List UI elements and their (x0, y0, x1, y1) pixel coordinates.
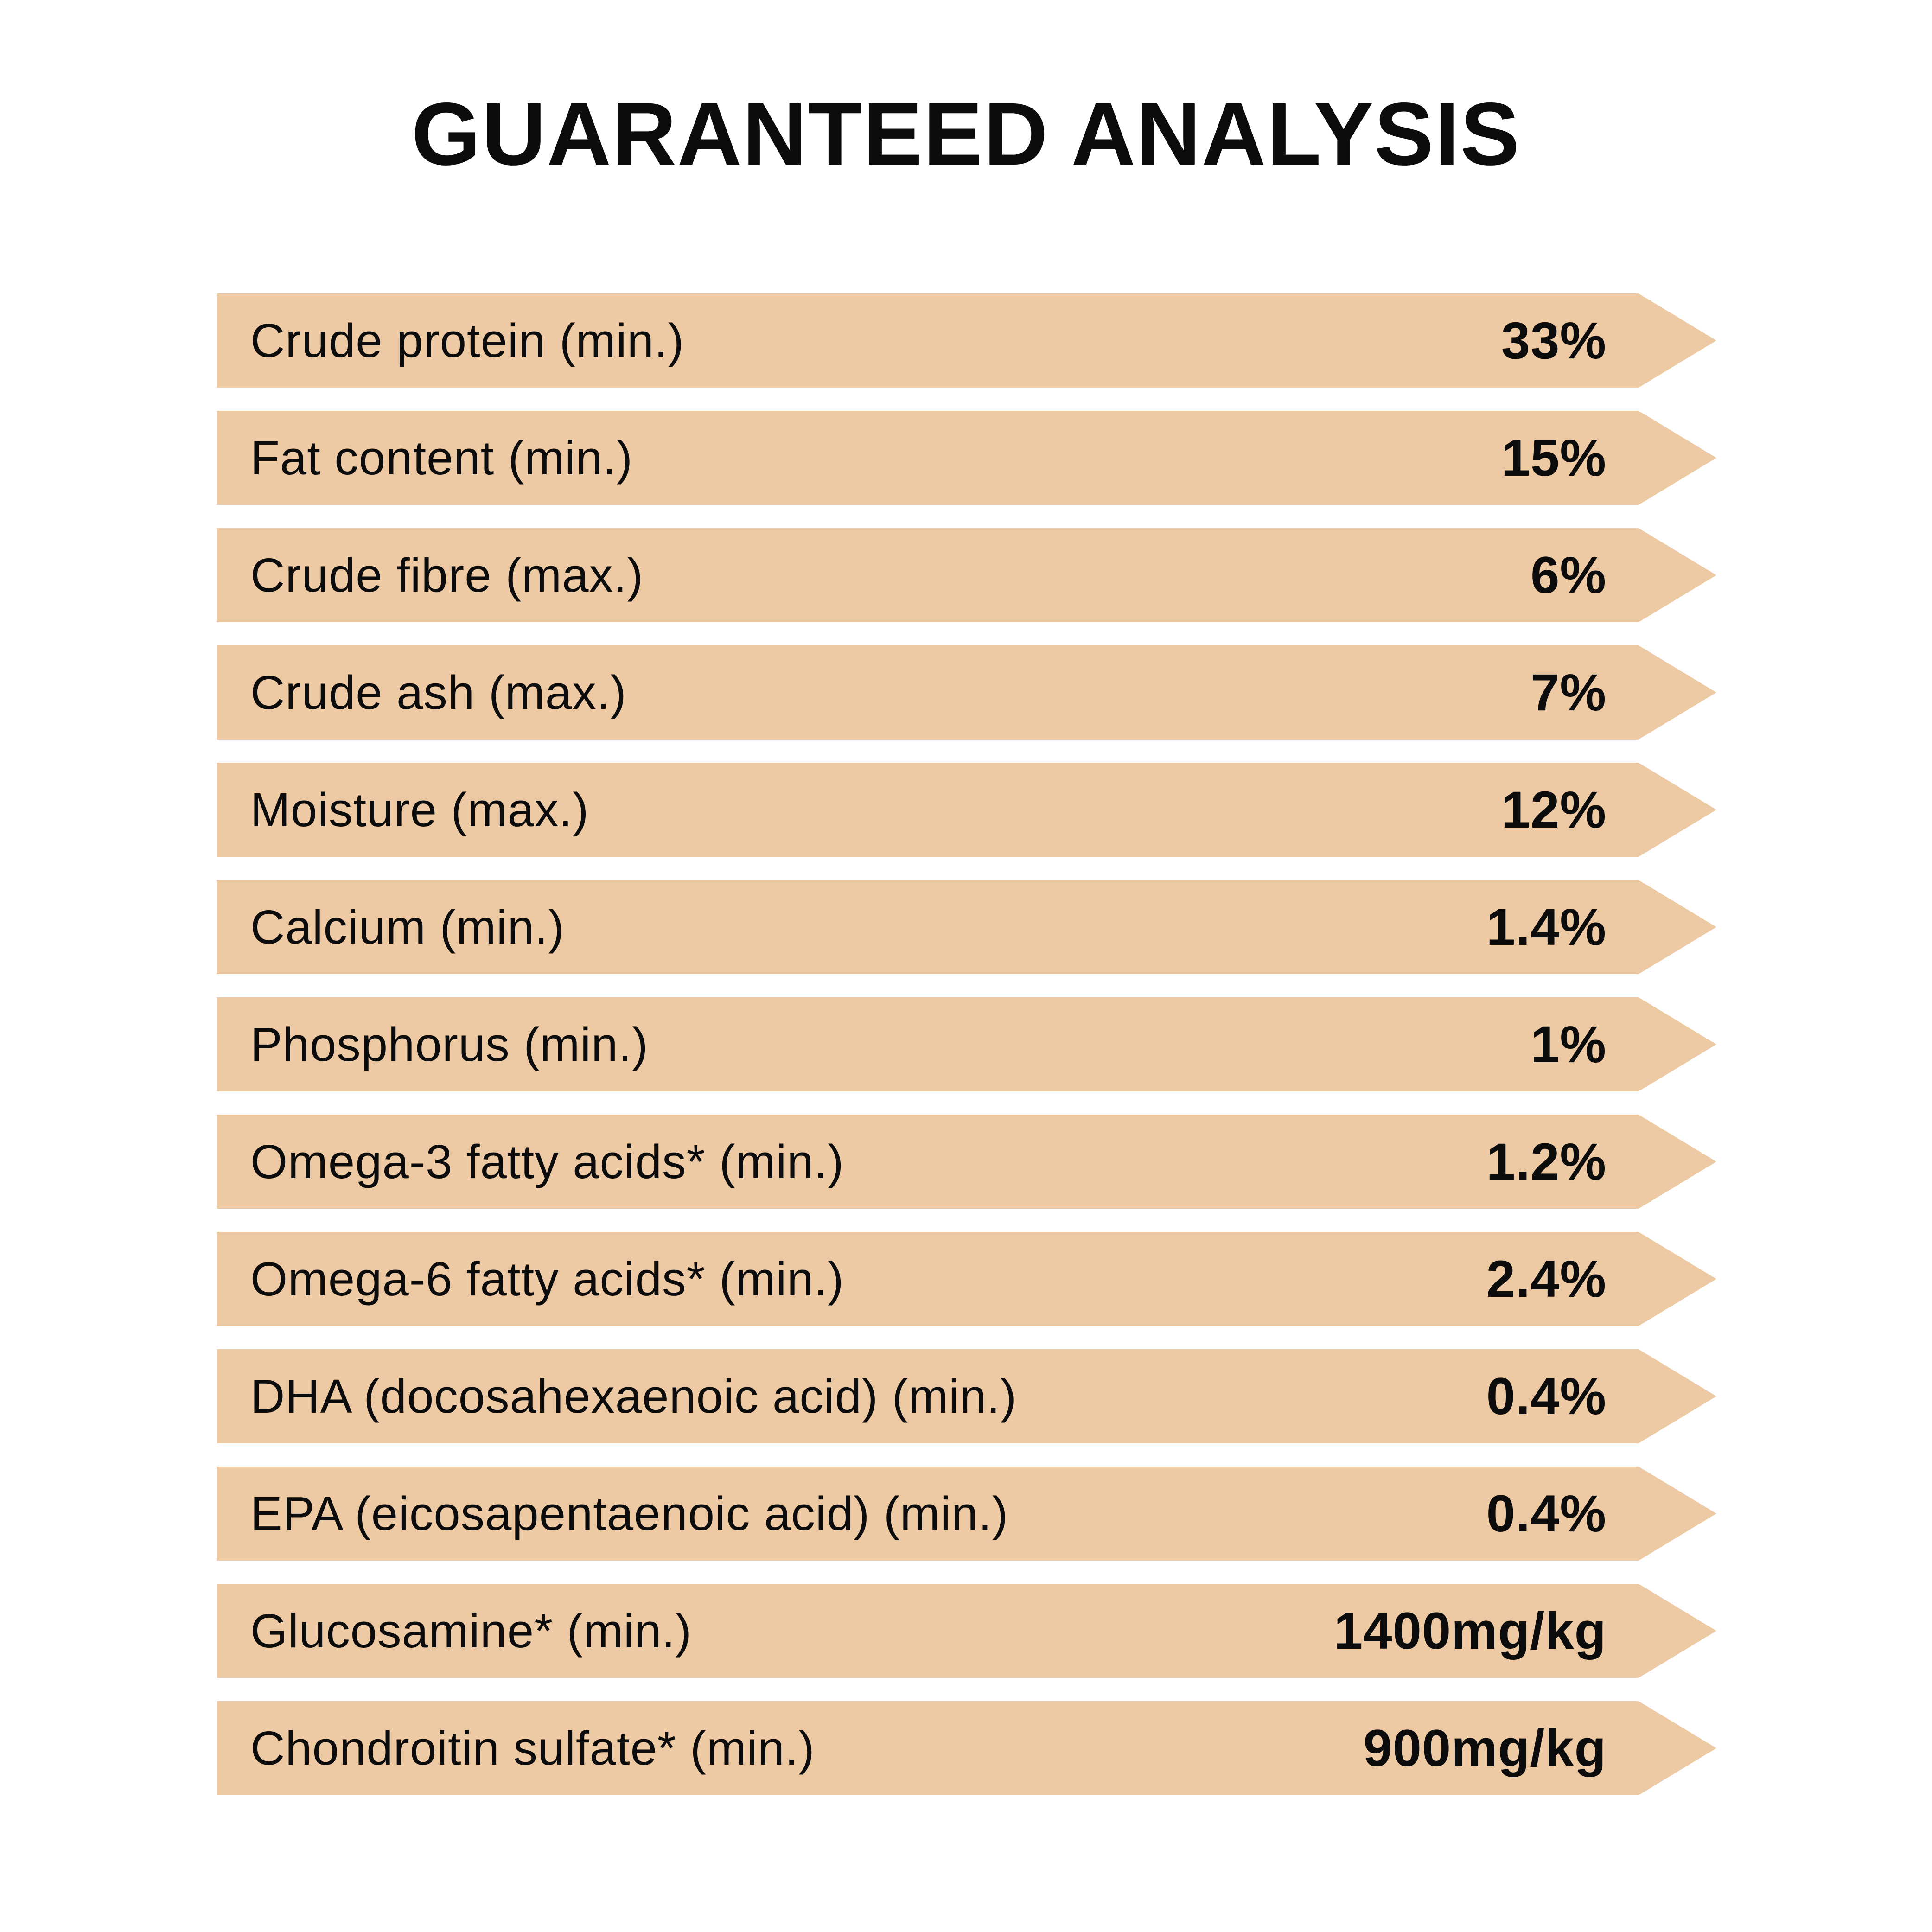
analysis-row: Crude fibre (max.) 6% (217, 528, 1716, 622)
nutrient-label: Omega-3 fatty acids* (min.) (250, 1135, 844, 1188)
analysis-row: Phosphorus (min.) 1% (217, 997, 1716, 1091)
page-title: GUARANTEED ANALYSIS (411, 84, 1521, 184)
nutrient-value: 1% (1530, 1015, 1607, 1073)
analysis-rows: Crude protein (min.) 33% Fat content (min.… (217, 293, 1716, 1795)
analysis-row: Fat content (min.) 15% (217, 411, 1716, 505)
nutrient-value: 900mg/kg (1363, 1719, 1607, 1777)
analysis-row: Omega-3 fatty acids* (min.) 1.2% (217, 1115, 1716, 1209)
analysis-row: DHA (docosahexaenoic acid) (min.) 0.4% (217, 1349, 1716, 1443)
nutrient-label: Moisture (max.) (250, 783, 589, 836)
nutrient-value: 15% (1501, 429, 1607, 487)
analysis-row: Moisture (max.) 12% (217, 763, 1716, 857)
nutrient-value: 12% (1501, 781, 1607, 839)
nutrient-value: 2.4% (1486, 1250, 1607, 1308)
analysis-row: Crude ash (max.) 7% (217, 645, 1716, 740)
nutrient-value: 1.2% (1486, 1133, 1607, 1191)
nutrient-label: Calcium (min.) (250, 900, 565, 954)
nutrient-label: Omega-6 fatty acids* (min.) (250, 1252, 844, 1306)
nutrient-value: 0.4% (1486, 1485, 1607, 1543)
analysis-row: Glucosamine* (min.) 1400mg/kg (217, 1584, 1716, 1678)
nutrient-label: Crude ash (max.) (250, 665, 627, 719)
nutrient-value: 1.4% (1486, 898, 1607, 956)
nutrient-label: Glucosamine* (min.) (250, 1604, 692, 1658)
nutrient-value: 1400mg/kg (1334, 1602, 1607, 1660)
nutrient-label: Crude fibre (max.) (250, 548, 644, 602)
nutrient-value: 6% (1530, 546, 1607, 604)
analysis-row: Chondroitin sulfate* (min.) 900mg/kg (217, 1701, 1716, 1795)
nutrient-value: 0.4% (1486, 1367, 1607, 1425)
nutrient-value: 7% (1530, 663, 1607, 721)
nutrient-label: Fat content (min.) (250, 431, 633, 485)
nutrient-label: DHA (docosahexaenoic acid) (min.) (250, 1369, 1017, 1423)
analysis-row: Omega-6 fatty acids* (min.) 2.4% (217, 1232, 1716, 1326)
analysis-row: EPA (eicosapentaenoic acid) (min.) 0.4% (217, 1467, 1716, 1561)
nutrient-value: 33% (1501, 312, 1607, 370)
nutrient-label: Phosphorus (min.) (250, 1017, 649, 1071)
analysis-row: Crude protein (min.) 33% (217, 293, 1716, 388)
nutrient-label: Crude protein (min.) (250, 313, 684, 367)
analysis-row: Calcium (min.) 1.4% (217, 880, 1716, 974)
nutrient-label: EPA (eicosapentaenoic acid) (min.) (250, 1486, 1009, 1540)
nutrient-label: Chondroitin sulfate* (min.) (250, 1721, 815, 1775)
